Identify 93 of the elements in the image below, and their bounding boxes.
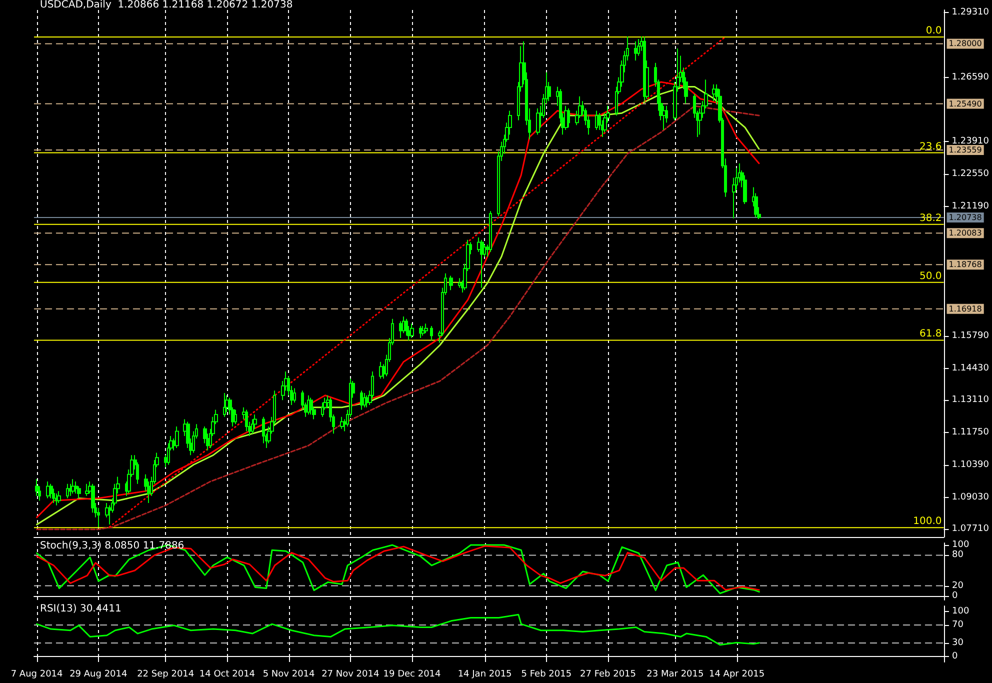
candlestick — [91, 483, 95, 514]
y-tick-label: 1.07710 — [952, 524, 990, 534]
candlestick — [458, 278, 461, 288]
y-tick-label: 100 — [952, 606, 970, 616]
candlestick — [66, 483, 69, 499]
candlestick — [637, 38, 640, 56]
y-tick-label: 1.10390 — [952, 460, 990, 470]
line-series — [36, 614, 760, 646]
y-tick-label: 80 — [952, 550, 964, 560]
y-tick-label: 1.11750 — [952, 427, 990, 438]
x-tick-label: 7 Aug 2014 — [10, 670, 64, 680]
y-tick-label: 1.26590 — [952, 72, 990, 82]
ref-line-label: 50.0 — [920, 270, 942, 282]
ref-line-label: 61.8 — [920, 328, 942, 340]
x-tick-label: 19 Dec 2014 — [383, 670, 442, 680]
ref-line-label: 1.16918 — [948, 304, 982, 314]
candlestick — [251, 418, 254, 434]
x-tick-label: 27 Feb 2015 — [580, 670, 636, 680]
candlestick — [234, 409, 237, 425]
candlestick — [399, 320, 402, 338]
ref-line-label: 100.0 — [913, 516, 942, 528]
ref-line-label: 1.28000 — [948, 39, 982, 48]
x-tick-label: 14 Jan 2015 — [458, 670, 512, 680]
candlestick — [480, 239, 484, 288]
y-tick-label: 1.23910 — [952, 136, 990, 147]
candlestick — [52, 488, 55, 504]
candlestick — [595, 110, 598, 130]
candlestick — [421, 326, 425, 336]
y-tick-label: 1.13110 — [952, 394, 990, 405]
candlestick — [321, 402, 324, 418]
candlestick — [69, 483, 72, 496]
candlestick — [430, 326, 433, 341]
candlestick — [340, 416, 344, 430]
candlestick — [262, 416, 265, 444]
candlestick — [402, 316, 405, 334]
candlestick — [55, 492, 58, 506]
x-tick-label: 5 Feb 2015 — [521, 670, 572, 680]
candlestick — [97, 507, 100, 528]
candlestick — [49, 483, 53, 499]
candlestick — [419, 326, 422, 338]
candlestick — [77, 486, 81, 499]
candlestick — [449, 275, 453, 291]
candlestick — [567, 108, 570, 128]
y-tick-label: 1.21190 — [952, 202, 990, 212]
candlestick — [223, 392, 226, 418]
ref-line-label: 0.0 — [926, 25, 942, 36]
y-tick-label: 30 — [952, 638, 964, 648]
candlestick — [424, 323, 428, 334]
candlestick — [363, 392, 366, 408]
ref-line-label: 23.6 — [920, 141, 942, 152]
y-tick-label: 1.15790 — [952, 330, 990, 341]
candlestick — [71, 478, 75, 494]
y-tick-label: 20 — [952, 580, 964, 591]
candlestick — [634, 40, 638, 61]
candlestick — [245, 409, 248, 432]
x-tick-label: 23 Mar 2015 — [646, 670, 704, 680]
ref-line-label: 1.23559 — [948, 145, 982, 154]
chart-title: USDCAD,Daily 1.20866 1.21168 1.20672 1.20738 — [40, 0, 293, 10]
ref-line-label: 1.20738 — [948, 212, 982, 222]
x-tick-label: 27 Nov 2014 — [322, 670, 380, 680]
candlestick — [253, 414, 257, 430]
x-tick-label: 14 Oct 2014 — [199, 670, 256, 680]
candlestick — [175, 426, 179, 449]
x-tick-label: 22 Sep 2014 — [137, 670, 194, 680]
candlestick — [57, 490, 61, 504]
candlestick — [489, 210, 492, 252]
chart-title: RSI(13) 30.4411 — [40, 604, 122, 614]
y-tick-label: 100 — [952, 540, 970, 550]
candlestick — [410, 323, 414, 338]
x-tick-label: 14 Apr 2015 — [708, 670, 765, 680]
ref-line-label: 1.20083 — [948, 228, 982, 238]
ref-line-label: 1.25490 — [948, 99, 982, 108]
candlestick — [743, 174, 747, 205]
candlestick — [712, 84, 716, 102]
y-tick-label: 1.29310 — [952, 7, 990, 18]
y-tick-label: 1.22550 — [952, 169, 990, 180]
candlestick — [293, 388, 296, 404]
y-tick-label: 1.09030 — [952, 492, 990, 503]
y-tick-label: 70 — [952, 620, 964, 630]
y-tick-label: 0 — [952, 652, 958, 662]
candlestick — [74, 481, 78, 494]
candlestick — [536, 108, 540, 136]
y-tick-label: 0 — [952, 590, 958, 601]
candlestick — [225, 394, 229, 413]
candlestick — [309, 397, 313, 416]
candlestick — [85, 483, 89, 496]
x-tick-label: 5 Nov 2014 — [262, 670, 316, 680]
ref-line-label: 1.18768 — [948, 260, 982, 270]
candlestick — [405, 318, 408, 336]
candlestick — [360, 390, 363, 410]
x-tick-label: 29 Aug 2014 — [70, 670, 128, 680]
candlestick — [35, 478, 39, 496]
y-tick-label: 1.14430 — [952, 363, 990, 374]
